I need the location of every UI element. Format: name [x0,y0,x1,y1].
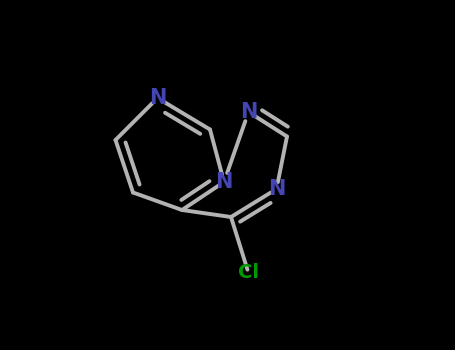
Text: N: N [215,172,233,192]
Text: N: N [149,88,166,108]
Text: Cl: Cl [238,264,259,282]
Text: N: N [268,179,285,199]
Text: N: N [240,102,257,122]
